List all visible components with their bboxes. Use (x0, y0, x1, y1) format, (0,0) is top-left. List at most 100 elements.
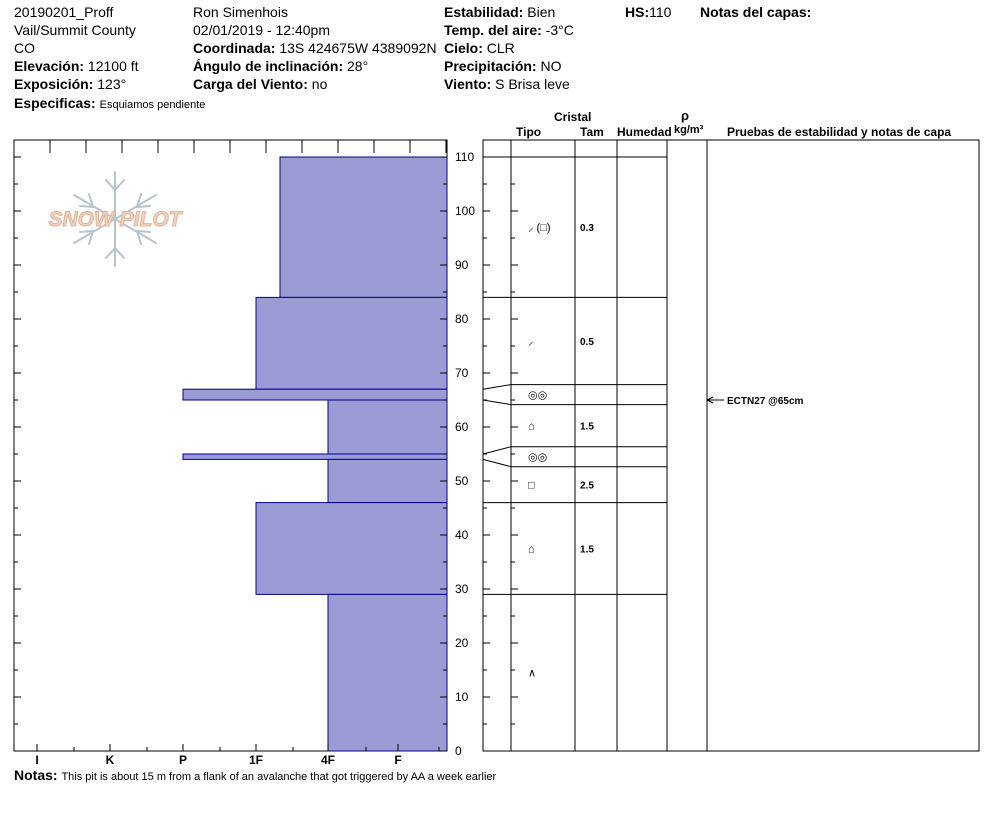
sky: Cielo: CLR (444, 40, 515, 56)
hardness-tick-label: K (106, 753, 115, 767)
snowpilot-logo: SNOW PILOT (48, 171, 184, 267)
grain-size: 0.5 (580, 337, 594, 348)
depth-tick-label: 110 (455, 150, 474, 164)
depth-tick-label: 100 (455, 204, 475, 218)
aspect-value: 123° (97, 76, 127, 92)
grain-type-symbol: ⸝ (528, 336, 534, 348)
hs: HS:110 (625, 4, 671, 20)
rho-header: ρ (681, 108, 690, 123)
elevation-value: 12100 ft (87, 58, 139, 74)
grain-type-symbol: ⸝ (□) (528, 222, 551, 234)
tests-header: Pruebas de estabilidad y notas de capa (727, 125, 952, 139)
stability-value: Bien (527, 4, 556, 20)
type-header: Tipo (516, 125, 542, 139)
grain-type-symbol: ⌂ (528, 421, 535, 433)
wind: Viento: S Brisa leve (444, 76, 570, 92)
hardness-bar (327, 399, 448, 455)
depth-axis: 0 10 20 30 40 50 60 70 80 90 100 110 (13, 140, 518, 758)
notes-value: This pit is about 15 m from a flank of a… (61, 771, 497, 783)
hardness-bar (327, 458, 448, 504)
depth-tick-label: 70 (455, 366, 469, 380)
grain-type-symbol: ⌂ (528, 544, 535, 556)
depth-tick-label: 90 (455, 258, 469, 272)
grain-type-symbol: ∧ (528, 668, 536, 680)
depth-tick-label: 50 (455, 474, 469, 488)
specifics-value: Esquiamos pendiente (99, 99, 206, 111)
stability-test-label: ECTN27 @65cm (727, 396, 804, 407)
coordinate-label: Coordinada: (193, 40, 276, 56)
observer: Ron Simenhois (193, 4, 288, 20)
wind-value: S Brisa leve (495, 76, 570, 92)
layer-connector (482, 458, 512, 468)
state: CO (14, 40, 35, 56)
density-unit-header: kg/m³ (674, 124, 704, 136)
specifics: Especificas: Esquiamos pendiente (14, 95, 205, 113)
depth-tick-label: 60 (455, 420, 469, 434)
stability: Estabilidad: Bien (444, 4, 555, 20)
air-temp-value: -3°C (545, 22, 574, 38)
sky-label: Cielo: (444, 40, 483, 56)
precipitation: Precipitación: NO (444, 58, 561, 74)
depth-tick-label: 40 (455, 528, 469, 542)
hs-value: 110 (649, 4, 672, 20)
sky-value: CLR (486, 40, 515, 56)
notes: Notas: This pit is about 15 m from a fla… (14, 767, 496, 785)
wind-load: Carga del Viento: no (193, 76, 327, 92)
air-temp: Temp. del aire: -3°C (444, 22, 574, 38)
grain-type-symbol: ◎◎ (528, 390, 547, 402)
hardness-axis: I K P 1F 4F F (35, 744, 440, 767)
datetime: 02/01/2019 - 12:40pm (193, 22, 330, 38)
hardness-tick-label: I (35, 753, 38, 767)
size-header: Tam (580, 125, 604, 139)
wind-label: Viento: (444, 76, 492, 92)
elevation: Elevación: 12100 ft (14, 58, 139, 74)
grain-type-symbol: □ (528, 480, 535, 492)
wind-load-label: Carga del Viento: (193, 76, 308, 92)
layer-connector (482, 384, 512, 390)
moisture-header: Humedad (617, 125, 672, 139)
precipitation-label: Precipitación: (444, 58, 537, 74)
aspect: Exposición: 123° (14, 76, 126, 92)
elevation-label: Elevación: (14, 58, 85, 74)
slope-angle-label: Ángulo de inclinación: (193, 58, 344, 74)
aspect-label: Exposición: (14, 76, 94, 92)
test-arrowhead (705, 396, 714, 404)
hardness-tick-label: 1F (249, 753, 263, 767)
layer-notes-label: Notas del capas: (700, 4, 812, 20)
location: Vail/Summit County (14, 22, 136, 38)
hardness-bars (182, 156, 448, 752)
coordinate: Coordinada: 13S 424675W 4389092N (193, 40, 437, 56)
layer-table-frame (482, 139, 980, 752)
hardness-bar (182, 388, 448, 401)
grain-size: 0.3 (580, 223, 594, 234)
depth-tick-label: 30 (455, 582, 469, 596)
stability-label: Estabilidad: (444, 4, 524, 20)
hardness-bar (279, 156, 448, 298)
grain-size: 1.5 (580, 545, 594, 556)
depth-tick-label: 80 (455, 312, 469, 326)
wind-load-value: no (311, 76, 328, 92)
depth-tick-label: 0 (455, 744, 462, 758)
air-temp-label: Temp. del aire: (444, 22, 542, 38)
crystal-header: Cristal (554, 110, 592, 124)
hs-label: HS: (625, 4, 650, 20)
hardness-bar (327, 593, 448, 752)
hardness-bar (182, 453, 448, 460)
hardness-bar (255, 296, 448, 390)
precipitation-value: NO (540, 58, 562, 74)
layer-connector (482, 399, 512, 406)
coordinate-value: 13S 424675W 4389092N (279, 40, 437, 56)
depth-tick-label: 20 (455, 636, 469, 650)
layer-table: ⸝ (□) 0.3 ⸝ 0.5 ◎◎ ⌂ 1.5 ◎◎ □ 2.5 ⌂ 1.5 ∧ ECTN27 @65c… (482, 139, 980, 752)
notes-label: Notas: (14, 767, 58, 783)
hardness-tick-label: F (394, 753, 401, 767)
snowpilot-logo-text: SNOW PILOT (49, 208, 184, 231)
specifics-label: Especificas: (14, 95, 96, 111)
hardness-bar (255, 502, 448, 595)
grain-size: 1.5 (580, 422, 594, 433)
layer-connector (482, 446, 512, 455)
pit-name: 20190201_Proff (14, 4, 114, 20)
slope-angle-value: 28° (347, 58, 369, 74)
grain-type-symbol: ◎◎ (528, 452, 547, 464)
